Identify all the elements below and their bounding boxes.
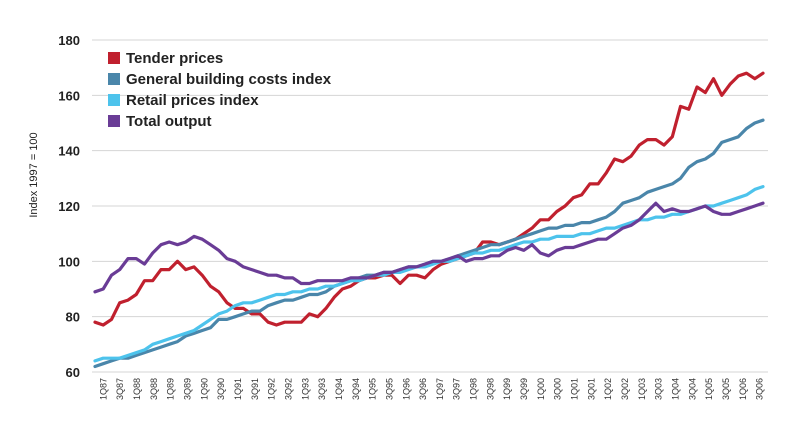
x-tick-label: 1Q95 xyxy=(368,378,378,400)
x-tick-label: 1Q04 xyxy=(670,378,680,400)
x-tick-label: 3Q89 xyxy=(183,378,193,400)
x-tick-label: 1Q89 xyxy=(166,378,176,400)
y-axis-title: Index 1997 = 100 xyxy=(28,132,40,217)
y-tick-label: 120 xyxy=(58,199,80,214)
x-tick-label: 1Q90 xyxy=(199,378,209,400)
x-tick-label: 3Q88 xyxy=(149,378,159,400)
x-tick-label: 1Q02 xyxy=(603,378,613,400)
x-tick-label: 1Q98 xyxy=(469,378,479,400)
x-tick-label: 1Q01 xyxy=(570,378,580,400)
legend-label: Tender prices xyxy=(126,50,223,67)
legend-swatch xyxy=(108,73,120,85)
x-tick-label: 3Q96 xyxy=(418,378,428,400)
legend-swatch xyxy=(108,52,120,64)
x-tick-label: 3Q01 xyxy=(586,378,596,400)
series-line-3 xyxy=(93,201,765,294)
x-tick-label: 1Q03 xyxy=(637,378,647,400)
x-tick-label: 3Q06 xyxy=(755,378,765,400)
x-tick-label: 3Q87 xyxy=(115,378,125,400)
legend-label: General building costs index xyxy=(126,71,332,88)
x-tick-label: 1Q92 xyxy=(267,378,277,400)
y-tick-label: 180 xyxy=(58,33,80,48)
gridlines xyxy=(92,39,768,373)
legend: Tender prices General building costs inde… xyxy=(108,50,332,130)
series-line-2 xyxy=(93,185,765,363)
legend-label: Retail prices index xyxy=(126,92,259,109)
y-tick-label: 80 xyxy=(66,310,80,325)
x-tick-label: 3Q04 xyxy=(687,378,697,400)
legend-swatch xyxy=(108,115,120,127)
x-axis-ticks: 1Q87 3Q87 1Q88 3Q88 1Q89 3Q89 1Q90 3Q90 1Q91 3Q91… xyxy=(98,378,764,400)
x-tick-label: 1Q94 xyxy=(334,378,344,400)
x-tick-label: 1Q00 xyxy=(536,378,546,400)
legend-label: Total output xyxy=(126,113,212,130)
legend-swatch xyxy=(108,94,120,106)
series-line-0 xyxy=(93,71,765,327)
x-tick-label: 1Q97 xyxy=(435,378,445,400)
x-tick-label: 3Q92 xyxy=(283,378,293,400)
series-lines xyxy=(93,71,765,369)
x-tick-label: 3Q02 xyxy=(620,378,630,400)
x-tick-label: 3Q95 xyxy=(384,378,394,400)
x-tick-label: 3Q97 xyxy=(452,378,462,400)
x-tick-label: 3Q91 xyxy=(250,378,260,400)
x-tick-label: 3Q05 xyxy=(721,378,731,400)
y-tick-label: 100 xyxy=(58,254,80,269)
x-tick-label: 1Q93 xyxy=(300,378,310,400)
x-tick-label: 1Q99 xyxy=(502,378,512,400)
y-tick-label: 60 xyxy=(66,365,80,380)
y-tick-label: 160 xyxy=(58,88,80,103)
x-tick-label: 3Q93 xyxy=(317,378,327,400)
x-tick-label: 3Q03 xyxy=(654,378,664,400)
x-tick-label: 1Q05 xyxy=(704,378,714,400)
x-tick-label: 1Q91 xyxy=(233,378,243,400)
y-tick-label: 140 xyxy=(58,144,80,159)
x-tick-label: 3Q90 xyxy=(216,378,226,400)
x-tick-label: 3Q99 xyxy=(519,378,529,400)
y-axis-ticks: 60 80 100 120 140 160 180 xyxy=(58,33,80,380)
x-tick-label: 1Q96 xyxy=(401,378,411,400)
x-tick-label: 3Q00 xyxy=(553,378,563,400)
x-tick-label: 1Q88 xyxy=(132,378,142,400)
x-tick-label: 1Q87 xyxy=(98,378,108,400)
x-tick-label: 3Q94 xyxy=(351,378,361,400)
x-tick-label: 3Q98 xyxy=(485,378,495,400)
x-tick-label: 1Q06 xyxy=(738,378,748,400)
